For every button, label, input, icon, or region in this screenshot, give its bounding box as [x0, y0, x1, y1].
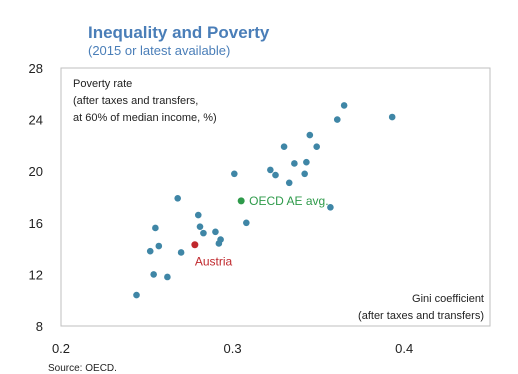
scatter-point	[267, 166, 274, 174]
y-tick-label: 24	[29, 113, 43, 128]
x-tick-label: 0.3	[224, 341, 242, 356]
y-tick-label: 12	[29, 267, 43, 282]
scatter-point	[291, 160, 298, 167]
x-axis-note-line-2: (after taxes and transfers)	[358, 310, 484, 322]
scatter-point	[177, 249, 185, 256]
scatter-point	[388, 113, 396, 121]
y-tick-label: 28	[29, 61, 43, 76]
x-tick-label: 0.4	[395, 341, 413, 356]
scatter-point	[217, 236, 224, 243]
scatter-point	[272, 171, 279, 179]
chart-title: Inequality and Poverty	[88, 23, 270, 42]
y-axis-note-line-1: Poverty rate	[73, 78, 132, 90]
scatter-point	[152, 224, 159, 232]
oecd-ae-avg-point	[237, 197, 245, 205]
scatter-point	[196, 223, 204, 230]
austria-point	[191, 241, 199, 249]
x-axis-note-line-1: Gini coefficient	[412, 293, 484, 305]
scatter-point	[194, 211, 202, 219]
y-tick-labels: 8 12 16 20 24 28	[29, 61, 43, 334]
scatter-point	[285, 179, 293, 187]
scatter-point	[133, 291, 140, 299]
oecd-ae-avg-label: OECD AE avg.	[249, 194, 328, 208]
scatter-point	[150, 271, 157, 278]
y-tick-label: 20	[29, 164, 43, 179]
plot-frame	[60, 67, 491, 327]
highlighted-points: Austria OECD AE avg.	[191, 194, 329, 269]
scatter-point	[231, 170, 238, 178]
y-axis-note-line-3: at 60% of median income, %)	[73, 112, 217, 124]
scatter-point	[174, 194, 181, 202]
source-note: Source: OECD.	[48, 363, 117, 374]
scatter-point	[155, 242, 163, 250]
x-tick-labels: 0.2 0.3 0.4	[52, 341, 413, 356]
scatter-point	[313, 143, 320, 150]
scatter-point	[306, 131, 314, 139]
scatter-point	[280, 143, 288, 150]
chart-subtitle: (2015 or latest available)	[88, 43, 230, 58]
scatter-point	[243, 219, 250, 227]
scatter-point	[340, 102, 348, 109]
y-tick-label: 8	[36, 319, 43, 334]
scatter-point	[303, 158, 310, 166]
y-axis-note-line-2: (after taxes and transfers,	[73, 95, 198, 107]
austria-label: Austria	[195, 255, 233, 269]
y-tick-label: 16	[29, 216, 43, 231]
scatter-point	[212, 228, 219, 236]
scatter-point	[301, 170, 308, 178]
data-points	[133, 102, 396, 299]
scatter-point	[327, 204, 334, 211]
scatter-point	[146, 247, 154, 255]
scatter-point	[333, 116, 341, 123]
scatter-point	[200, 229, 207, 237]
x-tick-label: 0.2	[52, 341, 70, 356]
scatter-point	[164, 273, 171, 281]
